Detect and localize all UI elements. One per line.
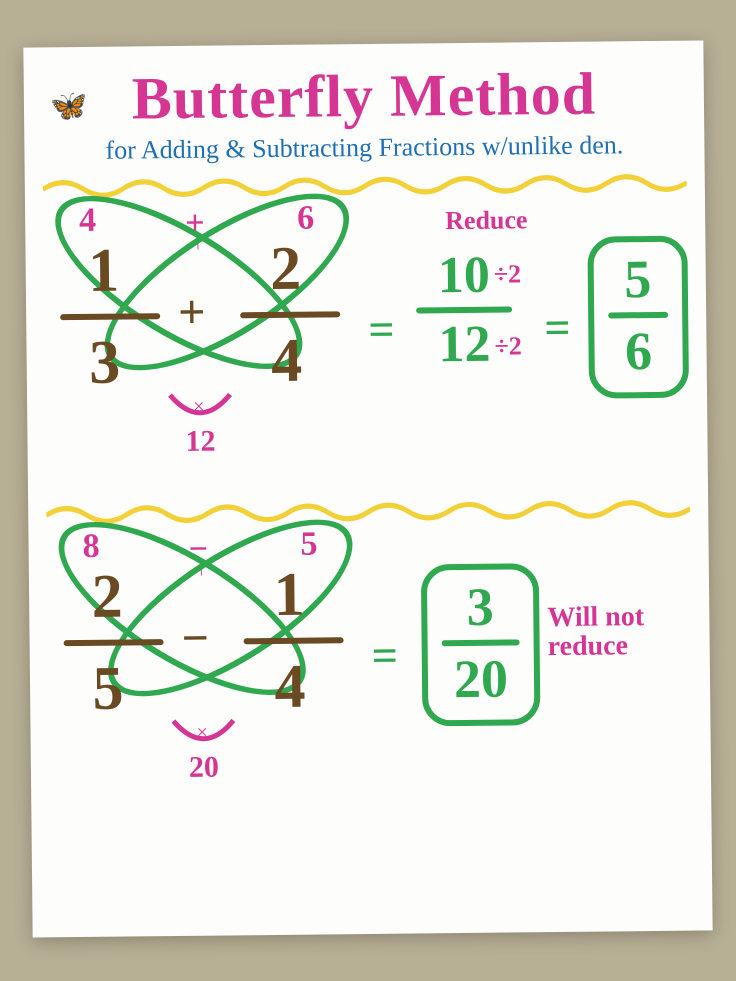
final-numerator: 5 — [607, 248, 668, 311]
title: Butterfly Method — [24, 58, 705, 134]
divider-wave — [43, 170, 687, 203]
svg-text:×: × — [193, 396, 205, 418]
final-denominator: 6 — [608, 320, 669, 383]
fraction1-bar — [60, 313, 160, 320]
poster: 🦋 Butterfly Method for Adding & Subtract… — [23, 40, 712, 937]
operator: − — [181, 611, 209, 666]
fraction1-denominator: 5 — [78, 653, 139, 725]
divide-denominator: ÷2 — [494, 331, 522, 361]
example-addition: 4 6 + ↑ 1 3 + 2 4 × 12 Reduc — [45, 200, 688, 507]
denominator-product: 20 — [179, 750, 229, 785]
final-denominator: 20 — [442, 647, 521, 710]
fraction1-numerator: 1 — [73, 235, 134, 307]
final-numerator: 3 — [441, 575, 520, 638]
reduce-label: Reduce — [445, 205, 528, 236]
subtitle: for Adding & Subtracting Fractions w/unl… — [24, 129, 704, 166]
equals-sign: = — [371, 629, 398, 682]
intermediate-bar — [416, 306, 512, 313]
fraction2-numerator: 2 — [255, 234, 316, 306]
example-subtraction: 8 5 − ↑ 2 5 − 1 4 × 20 = 3 20 Will — [48, 526, 691, 833]
multiply-arc-icon: × — [165, 390, 235, 427]
final-bar — [442, 639, 520, 646]
fraction2-denominator: 4 — [260, 652, 321, 724]
butterfly-diagram: 1 3 + 2 4 × 12 — [55, 233, 357, 466]
operator: + — [178, 285, 206, 340]
multiply-arc-icon: × — [168, 716, 238, 753]
final-bar — [608, 312, 668, 319]
equals-sign: = — [544, 301, 571, 354]
fraction2-numerator: 1 — [259, 560, 320, 632]
equals-sign: = — [368, 303, 395, 356]
intermediate-fraction: 10 12 ÷2 ÷2 — [415, 245, 512, 374]
fraction1-bar — [64, 639, 164, 646]
fraction1-numerator: 2 — [77, 561, 138, 633]
final-answer: 5 6 — [587, 236, 689, 399]
butterfly-icon: 🦋 — [50, 89, 88, 124]
svg-text:×: × — [196, 722, 208, 744]
fraction2-bar — [240, 311, 340, 318]
fraction2-bar — [244, 637, 344, 644]
final-answer: 3 20 — [421, 563, 541, 726]
reduce-note: Will not reduce — [547, 602, 644, 662]
fraction1-denominator: 3 — [74, 327, 135, 399]
fraction2-denominator: 4 — [256, 326, 317, 398]
denominator-product: 12 — [175, 424, 225, 459]
divide-numerator: ÷2 — [494, 259, 522, 289]
butterfly-diagram: 2 5 − 1 4 × 20 — [59, 559, 361, 792]
